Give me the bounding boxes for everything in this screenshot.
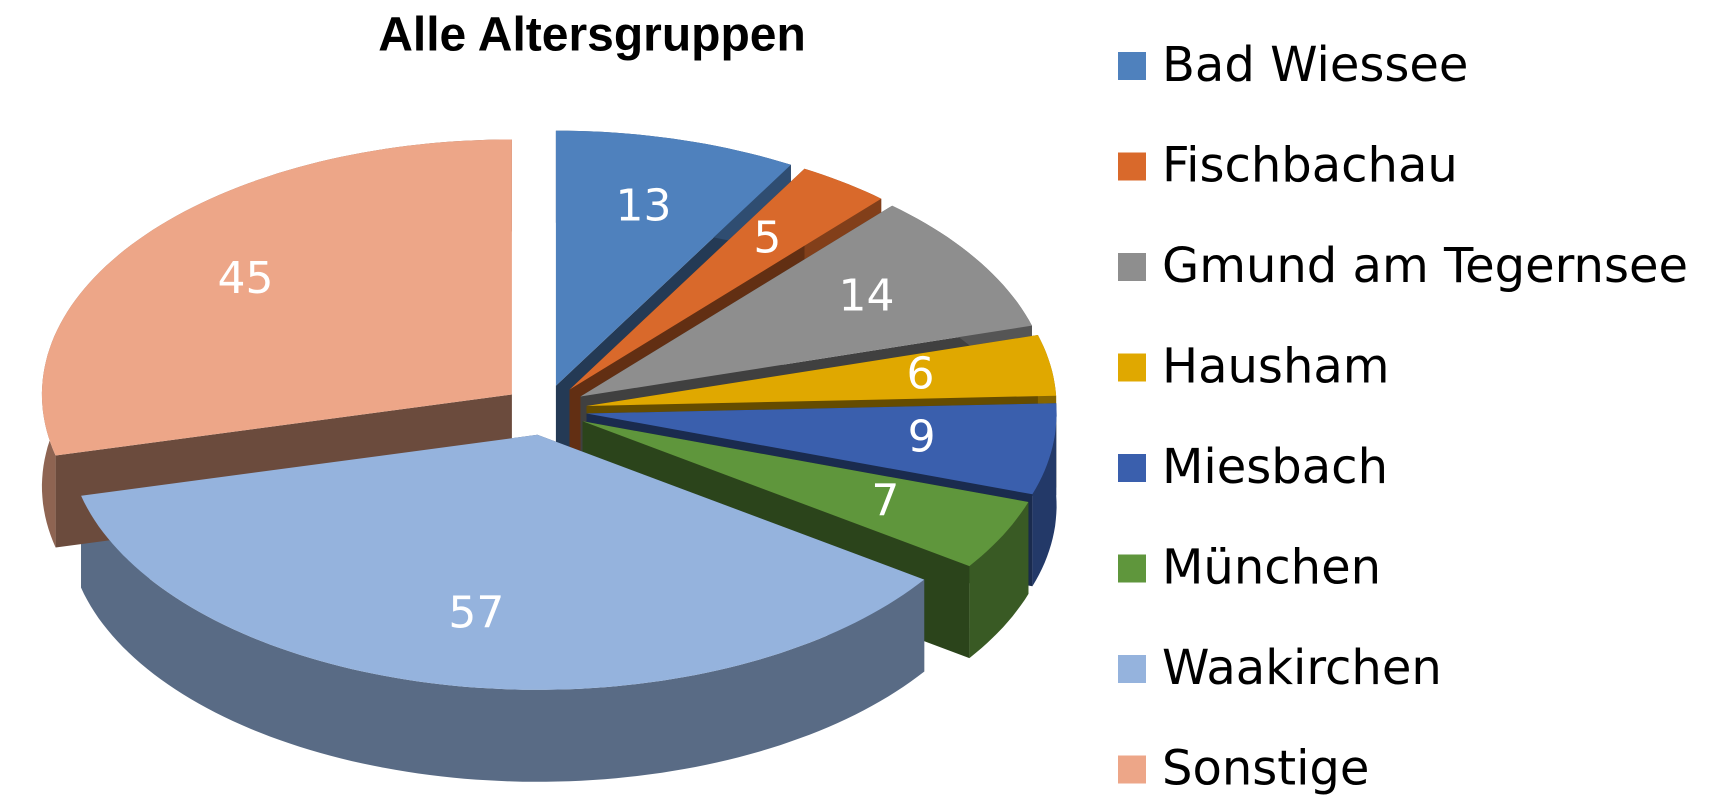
legend-swatch — [1118, 755, 1146, 784]
value-label: 14 — [839, 270, 895, 321]
slice — [580, 205, 1032, 397]
legend-label: Waakirchen — [1162, 640, 1442, 696]
slice-side — [81, 495, 925, 782]
legend-swatch — [1118, 655, 1146, 683]
legend-swatch — [1118, 253, 1146, 281]
slice — [569, 168, 882, 390]
slice — [582, 421, 1029, 567]
slice — [555, 130, 791, 386]
value-label: 5 — [753, 213, 781, 264]
slice-side — [969, 502, 1029, 659]
value-label: 6 — [906, 349, 934, 400]
value-labels: 13 5 146 97 57 45 — [218, 180, 936, 638]
legend-swatch — [1118, 554, 1146, 583]
slice-side — [1032, 403, 1057, 587]
slice — [586, 403, 1057, 495]
chart-title: Alle Altersgruppen — [378, 9, 806, 62]
value-label: 45 — [218, 253, 274, 304]
value-label: 13 — [615, 180, 671, 231]
legend: Bad Wiessee Fischbachau Gmund am Tegernsee… — [1118, 37, 1688, 795]
slice — [586, 335, 1057, 406]
legend-swatch — [1118, 52, 1146, 80]
legend-label: Sonstige — [1162, 741, 1369, 795]
legend-label: München — [1162, 540, 1381, 596]
legend-swatch — [1118, 454, 1146, 482]
value-label: 9 — [908, 411, 936, 462]
slice — [41, 139, 512, 456]
slice-tops — [41, 130, 1057, 690]
legend-label: Fischbachau — [1162, 138, 1458, 194]
legend-label: Miesbach — [1162, 439, 1388, 495]
legend-swatch — [1118, 152, 1146, 181]
value-label: 57 — [448, 587, 504, 638]
legend-swatch — [1118, 353, 1146, 382]
legend-label: Gmund am Tegernsee — [1162, 238, 1688, 294]
legend-label: Bad Wiessee — [1162, 37, 1468, 93]
value-label: 7 — [871, 475, 899, 526]
legend-label: Hausham — [1162, 339, 1390, 395]
slice — [81, 434, 925, 690]
